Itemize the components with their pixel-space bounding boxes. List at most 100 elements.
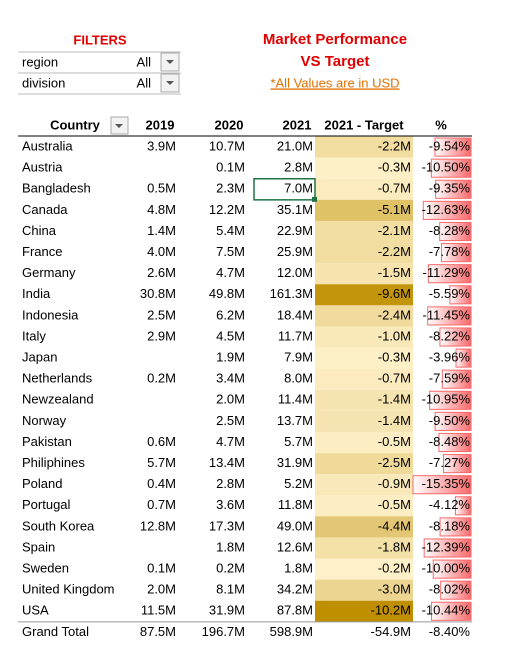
target-cell-fill bbox=[315, 326, 413, 348]
target-cell-fill bbox=[315, 263, 413, 285]
cell: -8.02% bbox=[429, 582, 471, 597]
cell: -5.1M bbox=[378, 202, 411, 217]
percent-bar bbox=[430, 158, 472, 178]
cell: 17.3M bbox=[209, 518, 245, 533]
percent-bar bbox=[432, 559, 472, 579]
country: Italy bbox=[22, 328, 46, 343]
cell: 11.7M bbox=[278, 328, 313, 343]
target-cell-fill bbox=[315, 410, 413, 432]
cell: -9.35% bbox=[429, 181, 471, 196]
percent-bar bbox=[441, 369, 472, 389]
cell: -11.29% bbox=[423, 265, 471, 280]
filter-value: All bbox=[137, 75, 152, 90]
cell: -4.12% bbox=[429, 497, 471, 512]
cell: -2.4M bbox=[378, 307, 411, 322]
cell: -0.5M bbox=[378, 434, 411, 449]
country: USA bbox=[22, 603, 49, 618]
target-cell-fill bbox=[315, 242, 413, 264]
cell: 2.8M bbox=[216, 476, 245, 491]
cell: -1.4M bbox=[378, 392, 411, 407]
cell: 87.8M bbox=[277, 603, 313, 618]
country: China bbox=[22, 223, 57, 238]
cell: 11.4M bbox=[278, 392, 313, 407]
cell: 8.0M bbox=[284, 371, 313, 386]
percent-bar bbox=[434, 137, 472, 157]
cell: 2.5M bbox=[147, 307, 176, 322]
cell: -1.0M bbox=[378, 328, 411, 343]
cell: -11.45% bbox=[423, 307, 471, 322]
column-header: Country bbox=[50, 117, 101, 132]
percent-bar bbox=[439, 327, 472, 347]
cell: -0.3M bbox=[378, 350, 411, 365]
column-header: 2021 - Target bbox=[324, 117, 404, 132]
cell: 0.2M bbox=[147, 371, 176, 386]
cell: 25.9M bbox=[277, 244, 313, 259]
cell: -7.59% bbox=[429, 371, 471, 386]
country: United Kingdom bbox=[22, 582, 115, 597]
cell: 0.1M bbox=[216, 160, 245, 175]
cell: 0.1M bbox=[147, 561, 176, 576]
cell: 2.3M bbox=[216, 181, 245, 196]
target-cell-fill bbox=[315, 389, 413, 411]
selected-cell[interactable] bbox=[253, 178, 316, 201]
cell: 10.7M bbox=[209, 139, 245, 154]
cell: -2.1M bbox=[378, 223, 411, 238]
filter-region[interactable]: region All bbox=[18, 51, 181, 74]
target-cell-fill bbox=[315, 474, 413, 496]
target-cell-fill bbox=[315, 558, 413, 580]
cell: -10.50% bbox=[422, 160, 471, 175]
cell: -2.2M bbox=[378, 244, 411, 259]
cell: 13.7M bbox=[277, 413, 313, 428]
cell: 5.7M bbox=[147, 455, 176, 470]
target-cell-fill bbox=[315, 600, 413, 622]
cell: 4.7M bbox=[216, 265, 245, 280]
cell: 1.8M bbox=[216, 539, 245, 554]
target-cell-fill bbox=[315, 453, 413, 475]
target-cell-fill bbox=[315, 305, 413, 327]
cell: 598.9M bbox=[270, 624, 313, 639]
filter-arrow bbox=[115, 124, 123, 128]
cell: -7.27% bbox=[429, 455, 471, 470]
cell: 31.9M bbox=[277, 455, 313, 470]
cell: -54.9M bbox=[371, 624, 411, 639]
percent-bar bbox=[427, 306, 472, 326]
target-cell-fill bbox=[315, 136, 413, 158]
country: Bangladesh bbox=[22, 181, 91, 196]
column-header: % bbox=[435, 117, 447, 132]
cell: -3.0M bbox=[378, 582, 411, 597]
cell: -15.35% bbox=[422, 476, 471, 491]
title-line: Market Performance bbox=[263, 31, 407, 48]
cell: 18.4M bbox=[277, 307, 313, 322]
percent-bar bbox=[455, 348, 472, 368]
target-cell-fill bbox=[315, 495, 413, 517]
cell: -2.5M bbox=[378, 455, 411, 470]
cell: 1.4M bbox=[147, 223, 176, 238]
country: Germany bbox=[22, 265, 76, 280]
cell: 3.6M bbox=[216, 497, 245, 512]
cell: -10.2M bbox=[371, 603, 411, 618]
country: Philiphines bbox=[22, 455, 85, 470]
country: Poland bbox=[22, 476, 62, 491]
cell: 3.9M bbox=[147, 139, 176, 154]
percent-bar bbox=[412, 475, 472, 495]
cell: 4.0M bbox=[147, 244, 176, 259]
target-cell-fill bbox=[315, 347, 413, 369]
country: Netherlands bbox=[22, 371, 93, 386]
percent-bar bbox=[443, 454, 472, 474]
cell: -8.22% bbox=[429, 328, 471, 343]
percent-bar bbox=[441, 243, 472, 263]
percent-bar bbox=[435, 179, 472, 199]
cell: 0.6M bbox=[147, 434, 176, 449]
country: Japan bbox=[22, 350, 57, 365]
filter-division[interactable]: division All bbox=[18, 73, 181, 95]
cell: 4.5M bbox=[216, 328, 245, 343]
percent-bar bbox=[423, 538, 472, 558]
cell: 12.2M bbox=[209, 202, 245, 217]
country: Grand Total bbox=[22, 624, 89, 639]
cell: -0.5M bbox=[378, 497, 411, 512]
percent-bar bbox=[438, 432, 472, 453]
cell: 34.2M bbox=[277, 582, 313, 597]
filters-title: FILTERS bbox=[73, 32, 127, 47]
cell: 2.6M bbox=[147, 265, 176, 280]
